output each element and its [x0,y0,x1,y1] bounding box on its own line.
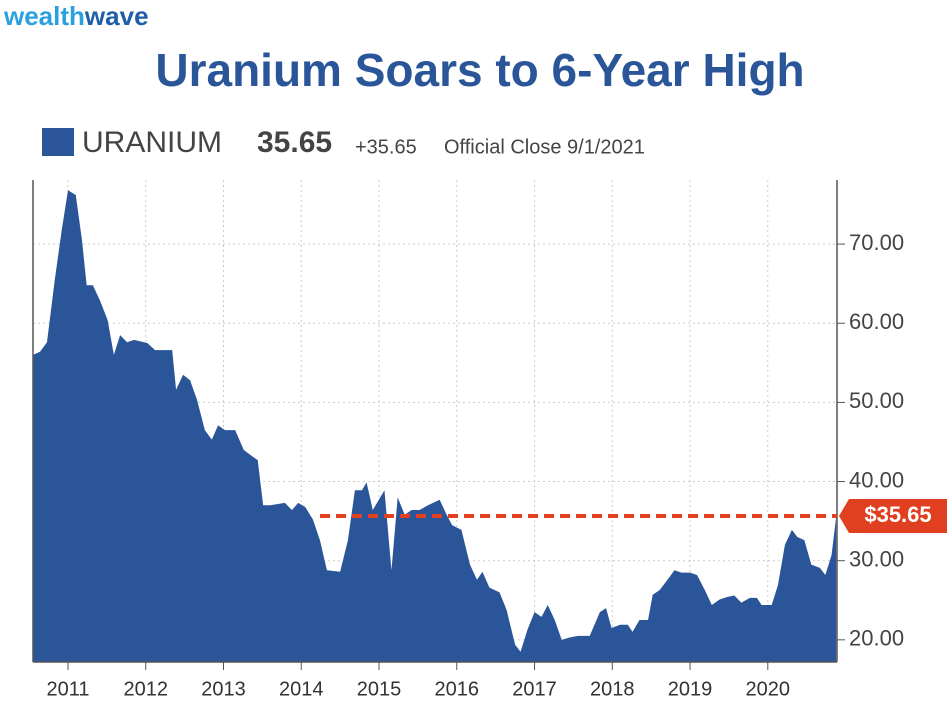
legend-name: URANIUM [82,126,222,159]
x-tick-label: 2012 [123,678,168,700]
x-tick-label: 2016 [435,678,480,700]
brand: wealthwave [3,1,149,31]
y-tick-label: 50.00 [849,388,904,413]
x-tick-label: 2019 [668,678,713,700]
y-tick-label: 60.00 [849,309,904,334]
last-price-badge [839,498,947,533]
x-tick-label: 2017 [512,678,557,700]
x-tick-label: 2015 [357,678,402,700]
x-tick-label: 2014 [279,678,324,700]
legend-swatch [42,128,74,156]
y-tick-label: 30.00 [849,547,904,572]
legend-change: +35.65 [355,136,417,158]
x-tick-label: 2011 [46,678,89,700]
legend-note: Official Close 9/1/2021 [444,136,645,158]
y-tick-label: 20.00 [849,626,904,651]
x-tick-label: 2013 [201,678,246,700]
legend-value: 35.65 [257,126,332,159]
last-price-label: $35.65 [864,502,931,527]
brand-part: wealth [3,1,85,31]
x-tick-label: 2020 [746,678,791,700]
y-tick-label: 70.00 [849,230,904,255]
area [33,190,837,662]
y-tick-label: 40.00 [849,467,904,492]
chart-title: Uranium Soars to 6-Year High [155,44,804,96]
x-tick-label: 2018 [590,678,635,700]
brand-part: wave [84,1,149,31]
